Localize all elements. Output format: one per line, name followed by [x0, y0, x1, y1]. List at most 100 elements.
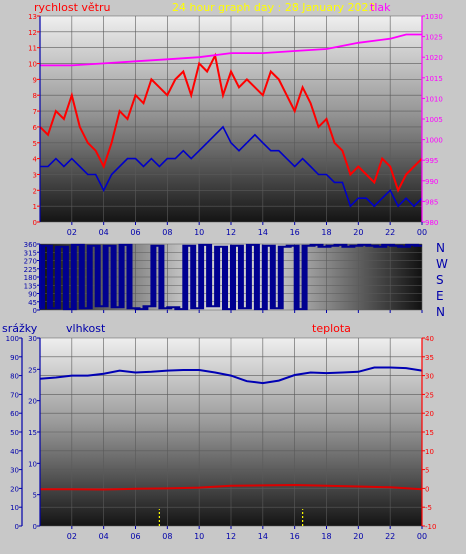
- y-tick-label: 20: [28, 398, 37, 406]
- y-tick-label: 360: [24, 241, 37, 249]
- y-tick-label: 6: [33, 124, 38, 132]
- y-tick-label: 15: [425, 429, 434, 437]
- y-tick-label: 5: [33, 492, 37, 500]
- y-tick-label: 11: [28, 45, 37, 53]
- x-tick-label: 20: [353, 532, 363, 541]
- x-tick-label: 06: [130, 532, 140, 541]
- x-tick-label: 08: [162, 532, 172, 541]
- x-tick-label: 12: [226, 532, 236, 541]
- x-tick-label: 22: [385, 228, 395, 237]
- x-tick-label: 18: [321, 532, 331, 541]
- y-tick-label: 15: [28, 429, 37, 437]
- y-tick-label: 10: [28, 61, 37, 69]
- compass-w: W: [436, 257, 448, 271]
- temperature-label: teplota: [312, 322, 351, 335]
- y-tick-label: 30: [10, 467, 19, 475]
- y-tick-label: 1010: [425, 95, 443, 103]
- x-tick-label: 10: [194, 228, 204, 237]
- y-tick-label: 10: [425, 448, 434, 456]
- y-tick-label: 7: [33, 108, 37, 116]
- y-tick-label: 0: [33, 219, 37, 227]
- x-tick-label: 14: [258, 228, 268, 237]
- y-tick-label: 80: [10, 373, 19, 381]
- x-tick-label: 00: [417, 228, 427, 237]
- y-tick-label: 45: [28, 299, 37, 307]
- y-tick-label: 1015: [425, 75, 443, 83]
- y-tick-label: 1: [33, 203, 37, 211]
- y-tick-label: 5: [425, 467, 429, 475]
- y-tick-label: 1020: [425, 54, 443, 62]
- x-tick-label: 06: [130, 228, 140, 237]
- y-tick-label: -5: [425, 504, 432, 512]
- y-tick-label: 30: [425, 373, 434, 381]
- x-tick-label: 20: [353, 228, 363, 237]
- y-tick-label: 0: [33, 307, 37, 315]
- wind-series: [39, 33, 423, 208]
- y-tick-label: 20: [425, 410, 434, 418]
- x-tick-label: 00: [417, 532, 427, 541]
- x-tick-label: 18: [321, 228, 331, 237]
- compass-s: S: [436, 273, 444, 287]
- y-tick-label: 1025: [425, 34, 443, 42]
- wind-gust-line: [39, 52, 423, 193]
- humidity-axes: 0102030405060708090100051015202530-10-50…: [6, 335, 437, 541]
- y-tick-label: 12: [28, 29, 37, 37]
- y-tick-label: 3: [33, 171, 37, 179]
- x-tick-label: 16: [290, 228, 300, 237]
- x-tick-label: 16: [290, 532, 300, 541]
- x-tick-label: 04: [99, 228, 109, 237]
- y-tick-label: 25: [28, 366, 37, 374]
- y-tick-label: 1000: [425, 137, 443, 145]
- y-tick-label: 225: [24, 266, 37, 274]
- y-tick-label: 1005: [425, 116, 443, 124]
- y-tick-label: 0: [15, 523, 19, 531]
- y-tick-label: 315: [24, 249, 37, 257]
- y-tick-label: 995: [425, 157, 438, 165]
- y-tick-label: -10: [425, 523, 436, 531]
- y-tick-label: 13: [28, 13, 37, 21]
- x-tick-label: 14: [258, 532, 268, 541]
- y-tick-label: 0: [33, 523, 37, 531]
- y-tick-label: 100: [6, 335, 19, 343]
- x-tick-label: 02: [67, 228, 77, 237]
- y-tick-label: 0: [425, 485, 429, 493]
- y-tick-label: 40: [425, 335, 434, 343]
- y-tick-label: 90: [10, 354, 19, 362]
- x-tick-label: 02: [67, 532, 77, 541]
- y-tick-label: 90: [28, 291, 37, 299]
- y-tick-label: 30: [28, 335, 37, 343]
- pressure-line: [40, 33, 422, 67]
- rain-label: srážky: [2, 322, 38, 335]
- y-tick-label: 270: [24, 258, 37, 266]
- y-tick-label: 25: [425, 391, 434, 399]
- y-tick-label: 10: [28, 460, 37, 468]
- y-tick-label: 20: [10, 485, 19, 493]
- y-tick-label: 985: [425, 198, 438, 206]
- wind-speed-label: rychlost větru: [34, 1, 110, 14]
- x-tick-label: 10: [194, 532, 204, 541]
- x-tick-label: 04: [99, 532, 109, 541]
- y-tick-label: 40: [10, 448, 19, 456]
- wind-axes: 0123456789101112139809859909951000100510…: [28, 13, 443, 237]
- wind-grid: [40, 15, 423, 223]
- y-tick-label: 2: [33, 187, 37, 195]
- y-tick-label: 50: [10, 429, 19, 437]
- direction-series: [39, 243, 422, 311]
- x-tick-label: 12: [226, 228, 236, 237]
- y-tick-label: 9: [33, 76, 37, 84]
- y-tick-label: 980: [425, 219, 438, 227]
- y-tick-label: 8: [33, 92, 37, 100]
- y-tick-label: 135: [24, 282, 37, 290]
- compass-n-top: N: [436, 241, 445, 255]
- y-tick-label: 35: [425, 354, 434, 362]
- x-tick-label: 08: [162, 228, 172, 237]
- chart-title: 24 hour graph day : 28 January 2023: [172, 1, 376, 14]
- humidity-label: vlhkost: [66, 322, 106, 335]
- y-tick-label: 5: [33, 140, 37, 148]
- x-tick-label: 22: [385, 532, 395, 541]
- y-tick-label: 4: [33, 156, 38, 164]
- y-tick-label: 990: [425, 178, 438, 186]
- humidity-series: [39, 366, 423, 526]
